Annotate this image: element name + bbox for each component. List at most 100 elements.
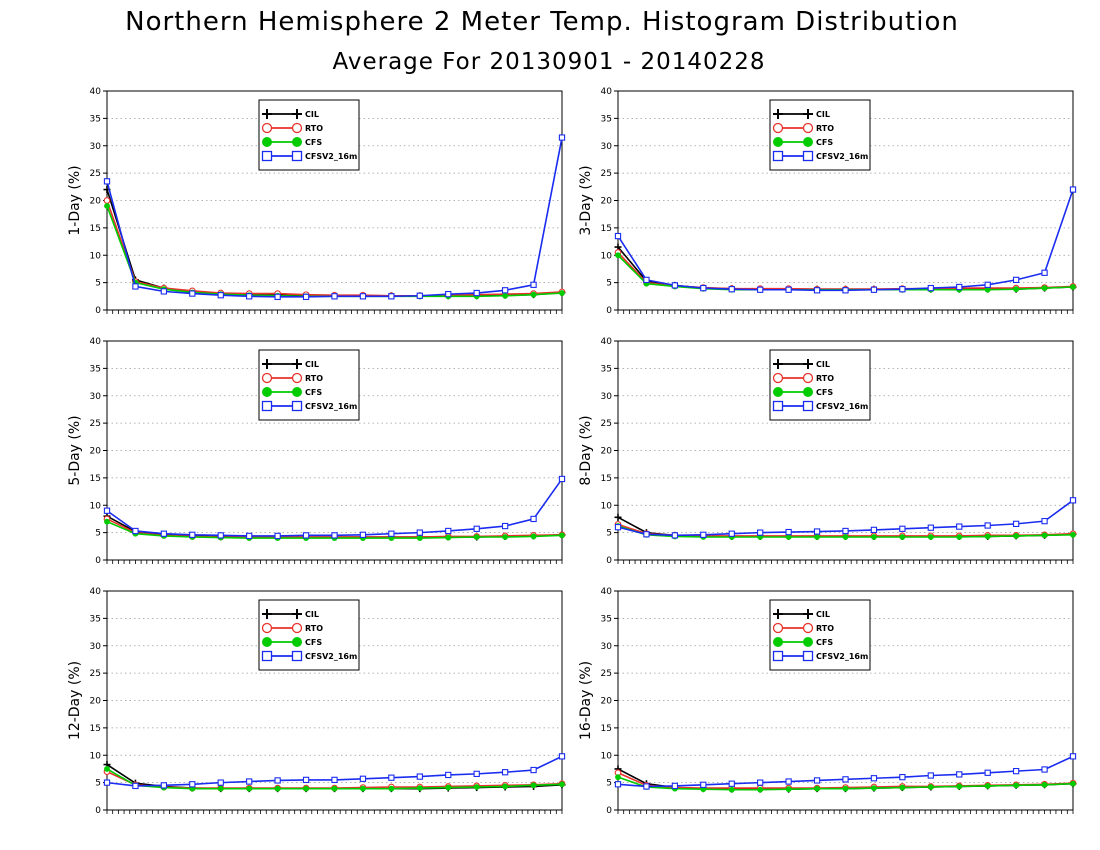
data-point [246, 778, 253, 785]
y-axis: 0 5 10 15 20 25 30 35 40 [601, 87, 618, 316]
data-point [814, 534, 820, 540]
legend-label: CIL [816, 360, 830, 369]
data-point [189, 781, 196, 788]
y-tick-label: 0 [606, 806, 612, 816]
data-point [388, 530, 395, 537]
data-point [217, 785, 224, 792]
data-point [359, 293, 367, 300]
data-point [559, 781, 565, 788]
data-point [160, 782, 168, 789]
legend-label: CFSV2_16m [305, 402, 357, 411]
data-point [416, 292, 423, 299]
y-tick-label: 35 [90, 114, 101, 124]
legend-label: CIL [305, 610, 319, 619]
y-tick-label: 5 [95, 279, 101, 289]
data-point [558, 475, 566, 483]
data-point [984, 522, 991, 529]
legend: CIL RTO CFS CFSV2_16m [769, 599, 871, 671]
chart-panel-2: 0 5 10 15 20 25 30 35 40 3-Day (%) CIL RTO CFS CFSV2_… [578, 87, 1077, 316]
data-point [899, 286, 906, 293]
legend-marker [772, 650, 784, 662]
data-point [502, 783, 509, 790]
y-tick-label: 25 [601, 169, 612, 179]
legend-marker [291, 622, 303, 634]
series-cfsv2-16m [614, 497, 1077, 539]
legend-marker [773, 109, 783, 119]
data-point [473, 534, 480, 540]
legend-marker [261, 150, 273, 162]
series-cfs [104, 203, 565, 300]
legend-entry-rto: RTO [261, 122, 323, 134]
legend-marker [772, 622, 784, 634]
series-cfsv2-16m [614, 186, 1077, 294]
y-tick-label: 30 [601, 642, 613, 652]
data-point [785, 534, 792, 540]
data-point [984, 533, 991, 540]
chart-panel-1: 0 5 10 15 20 25 30 35 40 1-Day (%) CIL RTO CFS CFSV2_… [67, 87, 566, 316]
data-point [643, 531, 650, 538]
grid-lines [107, 617, 562, 784]
legend-marker [291, 372, 303, 384]
legend-label: CFSV2_16m [305, 152, 357, 161]
data-point [871, 785, 877, 791]
legend-marker [773, 137, 783, 147]
legend-entry-cfs: CFS [773, 637, 833, 647]
y-tick-label: 15 [601, 724, 612, 734]
legend-marker [261, 650, 273, 662]
legend-marker [772, 122, 784, 134]
y-tick-label: 5 [95, 779, 101, 789]
data-point [1013, 286, 1020, 293]
legend-entry-cfsv2-16m: CFSV2_16m [772, 150, 868, 162]
y-axis: 0 5 10 15 20 25 30 35 40 [90, 87, 107, 316]
legend-entry-cfs: CFS [262, 387, 322, 397]
data-point [927, 784, 934, 790]
legend-entry-cil: CIL [773, 359, 830, 369]
series-line [106, 200, 563, 297]
data-point [416, 535, 423, 541]
series-cfsv2-16m [103, 753, 566, 790]
legend-label: CFS [305, 388, 322, 397]
data-point [501, 287, 509, 294]
data-point [530, 533, 537, 540]
series-line [617, 189, 1074, 292]
legend-marker [803, 137, 813, 147]
y-tick-label: 20 [90, 197, 102, 207]
legend-label: CFS [816, 638, 833, 647]
legend-box [258, 599, 360, 671]
data-point [502, 534, 509, 540]
data-point [558, 134, 566, 141]
y-axis: 0 5 10 15 20 25 30 35 40 [601, 587, 618, 816]
data-point [445, 527, 452, 535]
legend-box [769, 599, 871, 671]
y-axis: 0 5 10 15 20 25 30 35 40 [90, 337, 107, 566]
data-point [671, 782, 679, 790]
legend-marker [802, 400, 814, 412]
data-point [246, 293, 253, 300]
legend-label: CIL [816, 110, 830, 119]
data-point [274, 777, 281, 784]
data-point [785, 286, 792, 293]
data-point [388, 774, 395, 781]
data-point [445, 534, 452, 541]
data-point [559, 532, 565, 539]
data-point [927, 772, 934, 779]
data-point [1012, 276, 1020, 284]
y-tick-label: 0 [95, 806, 101, 816]
data-point [757, 286, 764, 293]
data-point [757, 779, 764, 786]
legend-marker [291, 650, 303, 662]
legend-marker [802, 150, 814, 162]
data-point [671, 282, 679, 289]
legend-marker [261, 400, 273, 412]
legend-marker [773, 359, 783, 369]
y-axis: 0 5 10 15 20 25 30 35 40 [90, 587, 107, 816]
y-tick-label: 15 [601, 224, 612, 234]
series-line [617, 254, 1074, 291]
data-point [104, 203, 110, 209]
data-point [530, 281, 537, 288]
legend-marker [802, 372, 814, 384]
grid-lines [618, 617, 1073, 784]
grid-lines [107, 117, 562, 284]
legend: CIL RTO CFS CFSV2_16m [769, 349, 871, 421]
